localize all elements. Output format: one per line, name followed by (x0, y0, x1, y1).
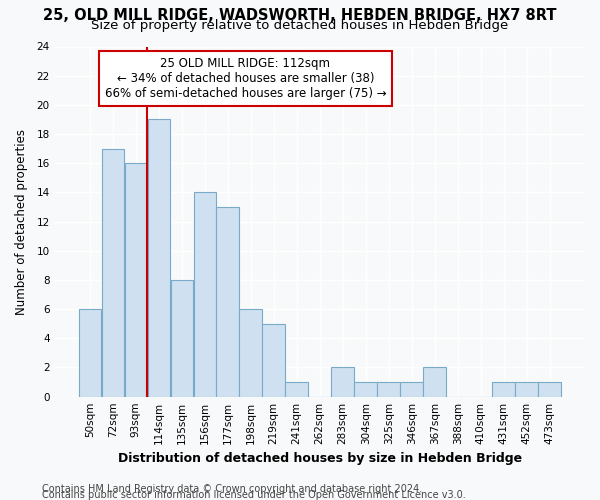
Text: 25, OLD MILL RIDGE, WADSWORTH, HEBDEN BRIDGE, HX7 8RT: 25, OLD MILL RIDGE, WADSWORTH, HEBDEN BR… (43, 8, 557, 22)
Bar (538, 382, 561, 396)
Bar (170, 280, 193, 396)
Bar (424, 368, 446, 396)
Text: Size of property relative to detached houses in Hebden Bridge: Size of property relative to detached ho… (91, 19, 509, 32)
Bar (148, 120, 170, 396)
Bar (493, 382, 515, 396)
Bar (125, 163, 147, 396)
Bar (331, 368, 354, 396)
Bar (194, 192, 216, 396)
Text: Contains public sector information licensed under the Open Government Licence v3: Contains public sector information licen… (42, 490, 466, 500)
Bar (217, 207, 239, 396)
Bar (515, 382, 538, 396)
Bar (286, 382, 308, 396)
Bar (400, 382, 423, 396)
Bar (355, 382, 377, 396)
Bar (377, 382, 400, 396)
Bar (79, 309, 101, 396)
X-axis label: Distribution of detached houses by size in Hebden Bridge: Distribution of detached houses by size … (118, 452, 522, 465)
Bar (262, 324, 285, 396)
Y-axis label: Number of detached properties: Number of detached properties (15, 128, 28, 314)
Bar (239, 309, 262, 396)
Text: Contains HM Land Registry data © Crown copyright and database right 2024.: Contains HM Land Registry data © Crown c… (42, 484, 422, 494)
Text: 25 OLD MILL RIDGE: 112sqm
← 34% of detached houses are smaller (38)
66% of semi-: 25 OLD MILL RIDGE: 112sqm ← 34% of detac… (104, 57, 386, 100)
Bar (101, 148, 124, 396)
